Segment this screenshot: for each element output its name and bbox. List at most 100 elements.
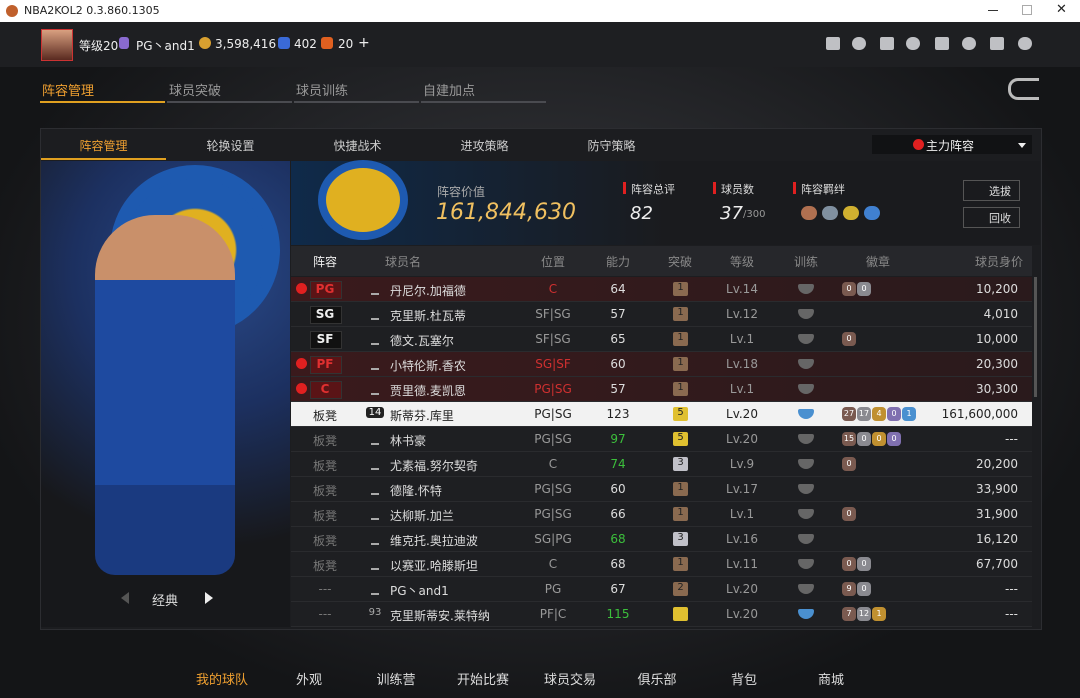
rating-icon — [371, 435, 379, 445]
nav-item[interactable]: 我的球队 — [195, 673, 248, 688]
card-prev[interactable] — [115, 592, 129, 604]
alert-icon — [296, 283, 307, 294]
breakthrough: 1 — [677, 507, 684, 518]
ability: 65 — [610, 332, 626, 346]
action-button[interactable] — [963, 207, 1020, 228]
table-row[interactable] — [291, 277, 1032, 302]
avatar[interactable] — [41, 29, 73, 61]
button-label[interactable]: 选拔 — [989, 185, 1011, 198]
player-name[interactable]: 以赛亚.哈滕斯坦 — [390, 559, 478, 573]
table-row[interactable] — [291, 577, 1032, 602]
tab[interactable]: 自建加点 — [423, 84, 476, 99]
back-button[interactable] — [1008, 78, 1039, 100]
slot-badge — [310, 331, 342, 349]
rating-icon — [371, 460, 379, 470]
training-icon — [798, 384, 814, 394]
table-row[interactable] — [291, 552, 1032, 577]
breakthrough-bg — [673, 432, 688, 446]
training-icon — [798, 459, 814, 469]
toolbar-icon[interactable] — [962, 37, 976, 50]
player-name[interactable]: 斯蒂芬.库里 — [390, 409, 454, 423]
toolbar-icon[interactable] — [906, 37, 920, 50]
toolbar-icon[interactable] — [852, 37, 866, 50]
nav-item[interactable]: 开始比赛 — [456, 673, 509, 688]
subtab-underline — [41, 158, 166, 160]
subtab[interactable]: 进攻策略 — [460, 139, 509, 153]
action-button[interactable] — [963, 180, 1020, 201]
bond-icon[interactable] — [864, 206, 880, 220]
toolbar-icon[interactable] — [880, 37, 894, 50]
badge: 4 — [872, 407, 886, 421]
column-header: 等级 — [729, 255, 754, 269]
nav-item[interactable]: 俱乐部 — [637, 673, 677, 688]
table-row[interactable] — [291, 327, 1032, 352]
table-row[interactable] — [291, 602, 1032, 627]
add-button[interactable]: + — [358, 35, 370, 51]
bond-icon[interactable] — [843, 206, 859, 220]
nav-item[interactable]: 外观 — [295, 673, 322, 688]
player-name[interactable]: 林书豪 — [390, 434, 427, 448]
lineup-select[interactable]: 主力阵容 — [926, 139, 975, 153]
level: Lv.20 — [726, 607, 758, 621]
table-row[interactable] — [291, 502, 1032, 527]
table-row[interactable] — [291, 477, 1032, 502]
slot: 板凳 — [312, 434, 337, 448]
table-row[interactable] — [291, 302, 1032, 327]
badge: 0 — [857, 557, 871, 571]
player-name[interactable]: 德文.瓦塞尔 — [390, 334, 454, 348]
button-label[interactable]: 回收 — [989, 212, 1011, 225]
bond-icon[interactable] — [822, 206, 838, 220]
toolbar-icon[interactable] — [1018, 37, 1032, 50]
bond-icon[interactable] — [801, 206, 817, 220]
nav-item[interactable]: 训练营 — [376, 673, 416, 688]
level: Lv.1 — [729, 507, 755, 521]
player-name[interactable]: 克里斯蒂安.莱特纳 — [390, 609, 490, 623]
close[interactable]: ✕ — [1056, 2, 1067, 17]
subtab[interactable]: 防守策略 — [587, 139, 636, 153]
tab[interactable]: 球员突破 — [169, 84, 222, 99]
player-name[interactable]: 贾里德.麦凯恩 — [390, 384, 466, 398]
tab[interactable]: 阵容管理 — [42, 84, 95, 99]
training-icon — [798, 409, 814, 419]
player-name[interactable]: 丹尼尔.加福德 — [390, 284, 466, 298]
ability: 68 — [610, 532, 626, 546]
player-name[interactable]: 小特伦斯.香农 — [390, 359, 466, 373]
price: --- — [1005, 607, 1018, 621]
player-art — [95, 215, 235, 575]
tab[interactable]: 球员训练 — [296, 84, 349, 99]
toolbar-icon[interactable] — [935, 37, 949, 50]
player-name[interactable]: 德隆.怀特 — [390, 484, 442, 498]
table-row[interactable] — [291, 527, 1032, 552]
maximize[interactable] — [1022, 5, 1032, 15]
rating-icon — [371, 310, 379, 320]
slot-badge — [310, 356, 342, 374]
toolbar-icon[interactable] — [990, 37, 1004, 50]
nav-item[interactable]: 背包 — [730, 673, 757, 688]
coins: 3,598,416 — [215, 37, 277, 51]
player-name[interactable]: PG丶and1 — [390, 584, 449, 598]
player-name[interactable]: 克里斯.杜瓦蒂 — [390, 309, 466, 323]
slot: C — [320, 382, 330, 396]
minimize[interactable] — [988, 10, 998, 11]
table-row[interactable] — [291, 427, 1032, 452]
slot: --- — [318, 607, 332, 621]
subtab[interactable]: 阵容管理 — [79, 139, 128, 153]
nav-item[interactable]: 球员交易 — [543, 673, 596, 688]
slot: PF — [316, 357, 334, 371]
player-name[interactable]: 维克托.奥拉迪波 — [390, 534, 478, 548]
subtab[interactable]: 快捷战术 — [333, 139, 382, 153]
price: 31,900 — [976, 507, 1018, 521]
value: 161,844,630 — [436, 200, 576, 225]
subtab[interactable]: 轮换设置 — [206, 139, 255, 153]
nav-item[interactable]: 商城 — [817, 673, 844, 688]
card-next[interactable] — [205, 592, 219, 604]
table-row[interactable] — [291, 352, 1032, 377]
toolbar-icon[interactable] — [826, 37, 840, 50]
training-icon — [798, 284, 814, 294]
table-row[interactable] — [291, 377, 1032, 402]
table-row[interactable] — [291, 452, 1032, 477]
player-name[interactable]: 尤素福.努尔契奇 — [390, 459, 478, 473]
player-name[interactable]: 达柳斯.加兰 — [390, 509, 454, 523]
lineup-dropdown[interactable] — [872, 135, 1032, 154]
slot: 板凳 — [312, 534, 337, 548]
